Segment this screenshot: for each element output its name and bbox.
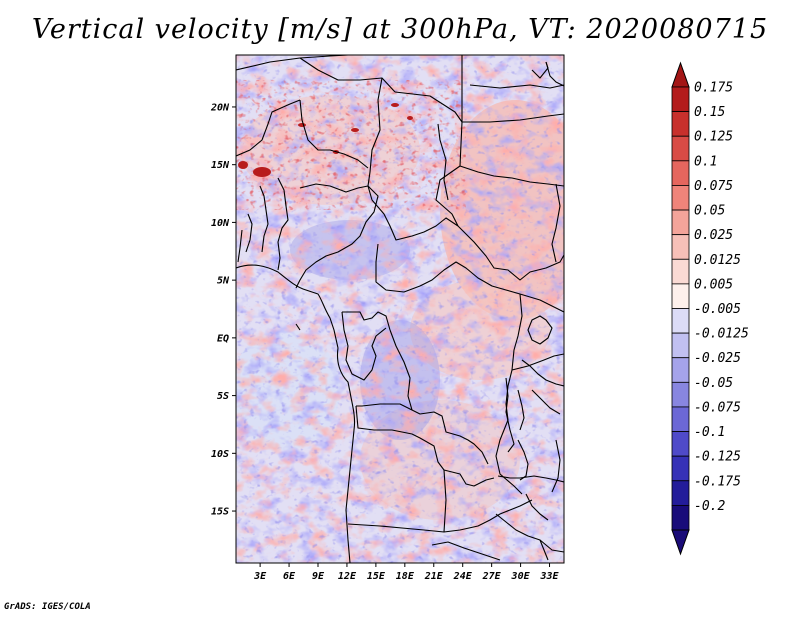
colorbar-label: -0.1 (694, 425, 725, 440)
colorbar-label: 0.075 (694, 179, 733, 194)
colorbar-bin (671, 234, 690, 260)
lon-tick-label: 9E (312, 571, 325, 582)
colorbar-bin (671, 209, 690, 236)
colorbar-label: 0.005 (694, 277, 733, 292)
lat-axis: 20N 15N 10N 5N EQ 5S 10S 15S (210, 102, 236, 518)
colorbar-label: 0.05 (694, 204, 725, 219)
lon-tick-label: 12E (338, 571, 357, 582)
grads-credit: GrADS: IGES/COLA (4, 602, 91, 612)
lat-tick-label: 5S (217, 391, 229, 402)
colorbar-label: -0.175 (694, 474, 741, 489)
lon-tick-label: 27E (482, 571, 502, 582)
map-frame (235, 54, 565, 564)
colorbar-label: -0.005 (694, 302, 741, 317)
colorbar-bin (671, 283, 690, 309)
colorbar-bin (671, 258, 690, 285)
colorbar-bin (671, 160, 690, 186)
map-title: Vertical velocity [m/s] at 300hPa, VT: 2… (31, 14, 769, 45)
lat-tick-label: 15N (211, 160, 230, 171)
colorbar-label: -0.2 (694, 499, 725, 514)
lon-tick-label: 18E (396, 571, 415, 582)
colorbar-bin (671, 431, 690, 457)
lat-tick-label: 15S (211, 507, 229, 518)
lon-tick-label: 21E (424, 571, 444, 582)
lon-tick-label: 30E (511, 571, 531, 582)
colorbar-bin (671, 185, 690, 211)
colorbar-cap-top (671, 61, 690, 88)
colorbar-bin (671, 480, 690, 506)
lon-tick-label: 33E (539, 571, 559, 582)
velocity-field (236, 55, 564, 563)
lat-tick-label: 10N (211, 218, 230, 229)
colorbar-label: 0.025 (694, 228, 733, 243)
colorbar-label: -0.025 (694, 351, 741, 366)
lon-tick-label: 3E (253, 571, 267, 582)
colorbar-bin (671, 504, 690, 531)
lon-tick-label: 24E (453, 571, 473, 582)
colorbar-bin (671, 308, 690, 334)
colorbar-label: 0.175 (694, 81, 733, 96)
lat-tick-label: 20N (210, 102, 230, 113)
lon-axis: 3E 6E 9E 12E 15E 18E 21E 24E 27E 30E 33E (253, 563, 560, 582)
colorbar-label: 0.0125 (694, 253, 741, 268)
colorbar-bin (671, 455, 690, 482)
colorbar-label: 0.125 (694, 130, 733, 145)
colorbar-bin (671, 332, 690, 359)
colorbar-label: -0.05 (694, 376, 733, 391)
colorbar-label: -0.125 (694, 450, 741, 465)
lon-tick-label: 15E (367, 571, 386, 582)
lon-tick-label: 6E (283, 571, 296, 582)
colorbar-label: -0.075 (694, 400, 741, 415)
colorbar: 0.175 0.15 0.125 0.1 0.075 0.05 0.025 0.0125 0.0… (671, 61, 749, 556)
colorbar-label: 0.15 (694, 105, 725, 120)
colorbar-bin (671, 135, 690, 162)
lat-tick-label: EQ (217, 333, 229, 344)
colorbar-bin (671, 111, 690, 137)
colorbar-bin (671, 357, 690, 383)
colorbar-label: 0.1 (694, 154, 717, 169)
colorbar-bin (671, 381, 690, 408)
colorbar-bin (671, 86, 690, 113)
colorbar-bin (671, 406, 690, 432)
colorbar-cap-bottom (671, 529, 690, 556)
colorbar-label: -0.0125 (694, 327, 749, 342)
lat-tick-label: 10S (211, 449, 229, 460)
country-borders (236, 55, 564, 563)
lat-tick-label: 5N (217, 276, 230, 287)
